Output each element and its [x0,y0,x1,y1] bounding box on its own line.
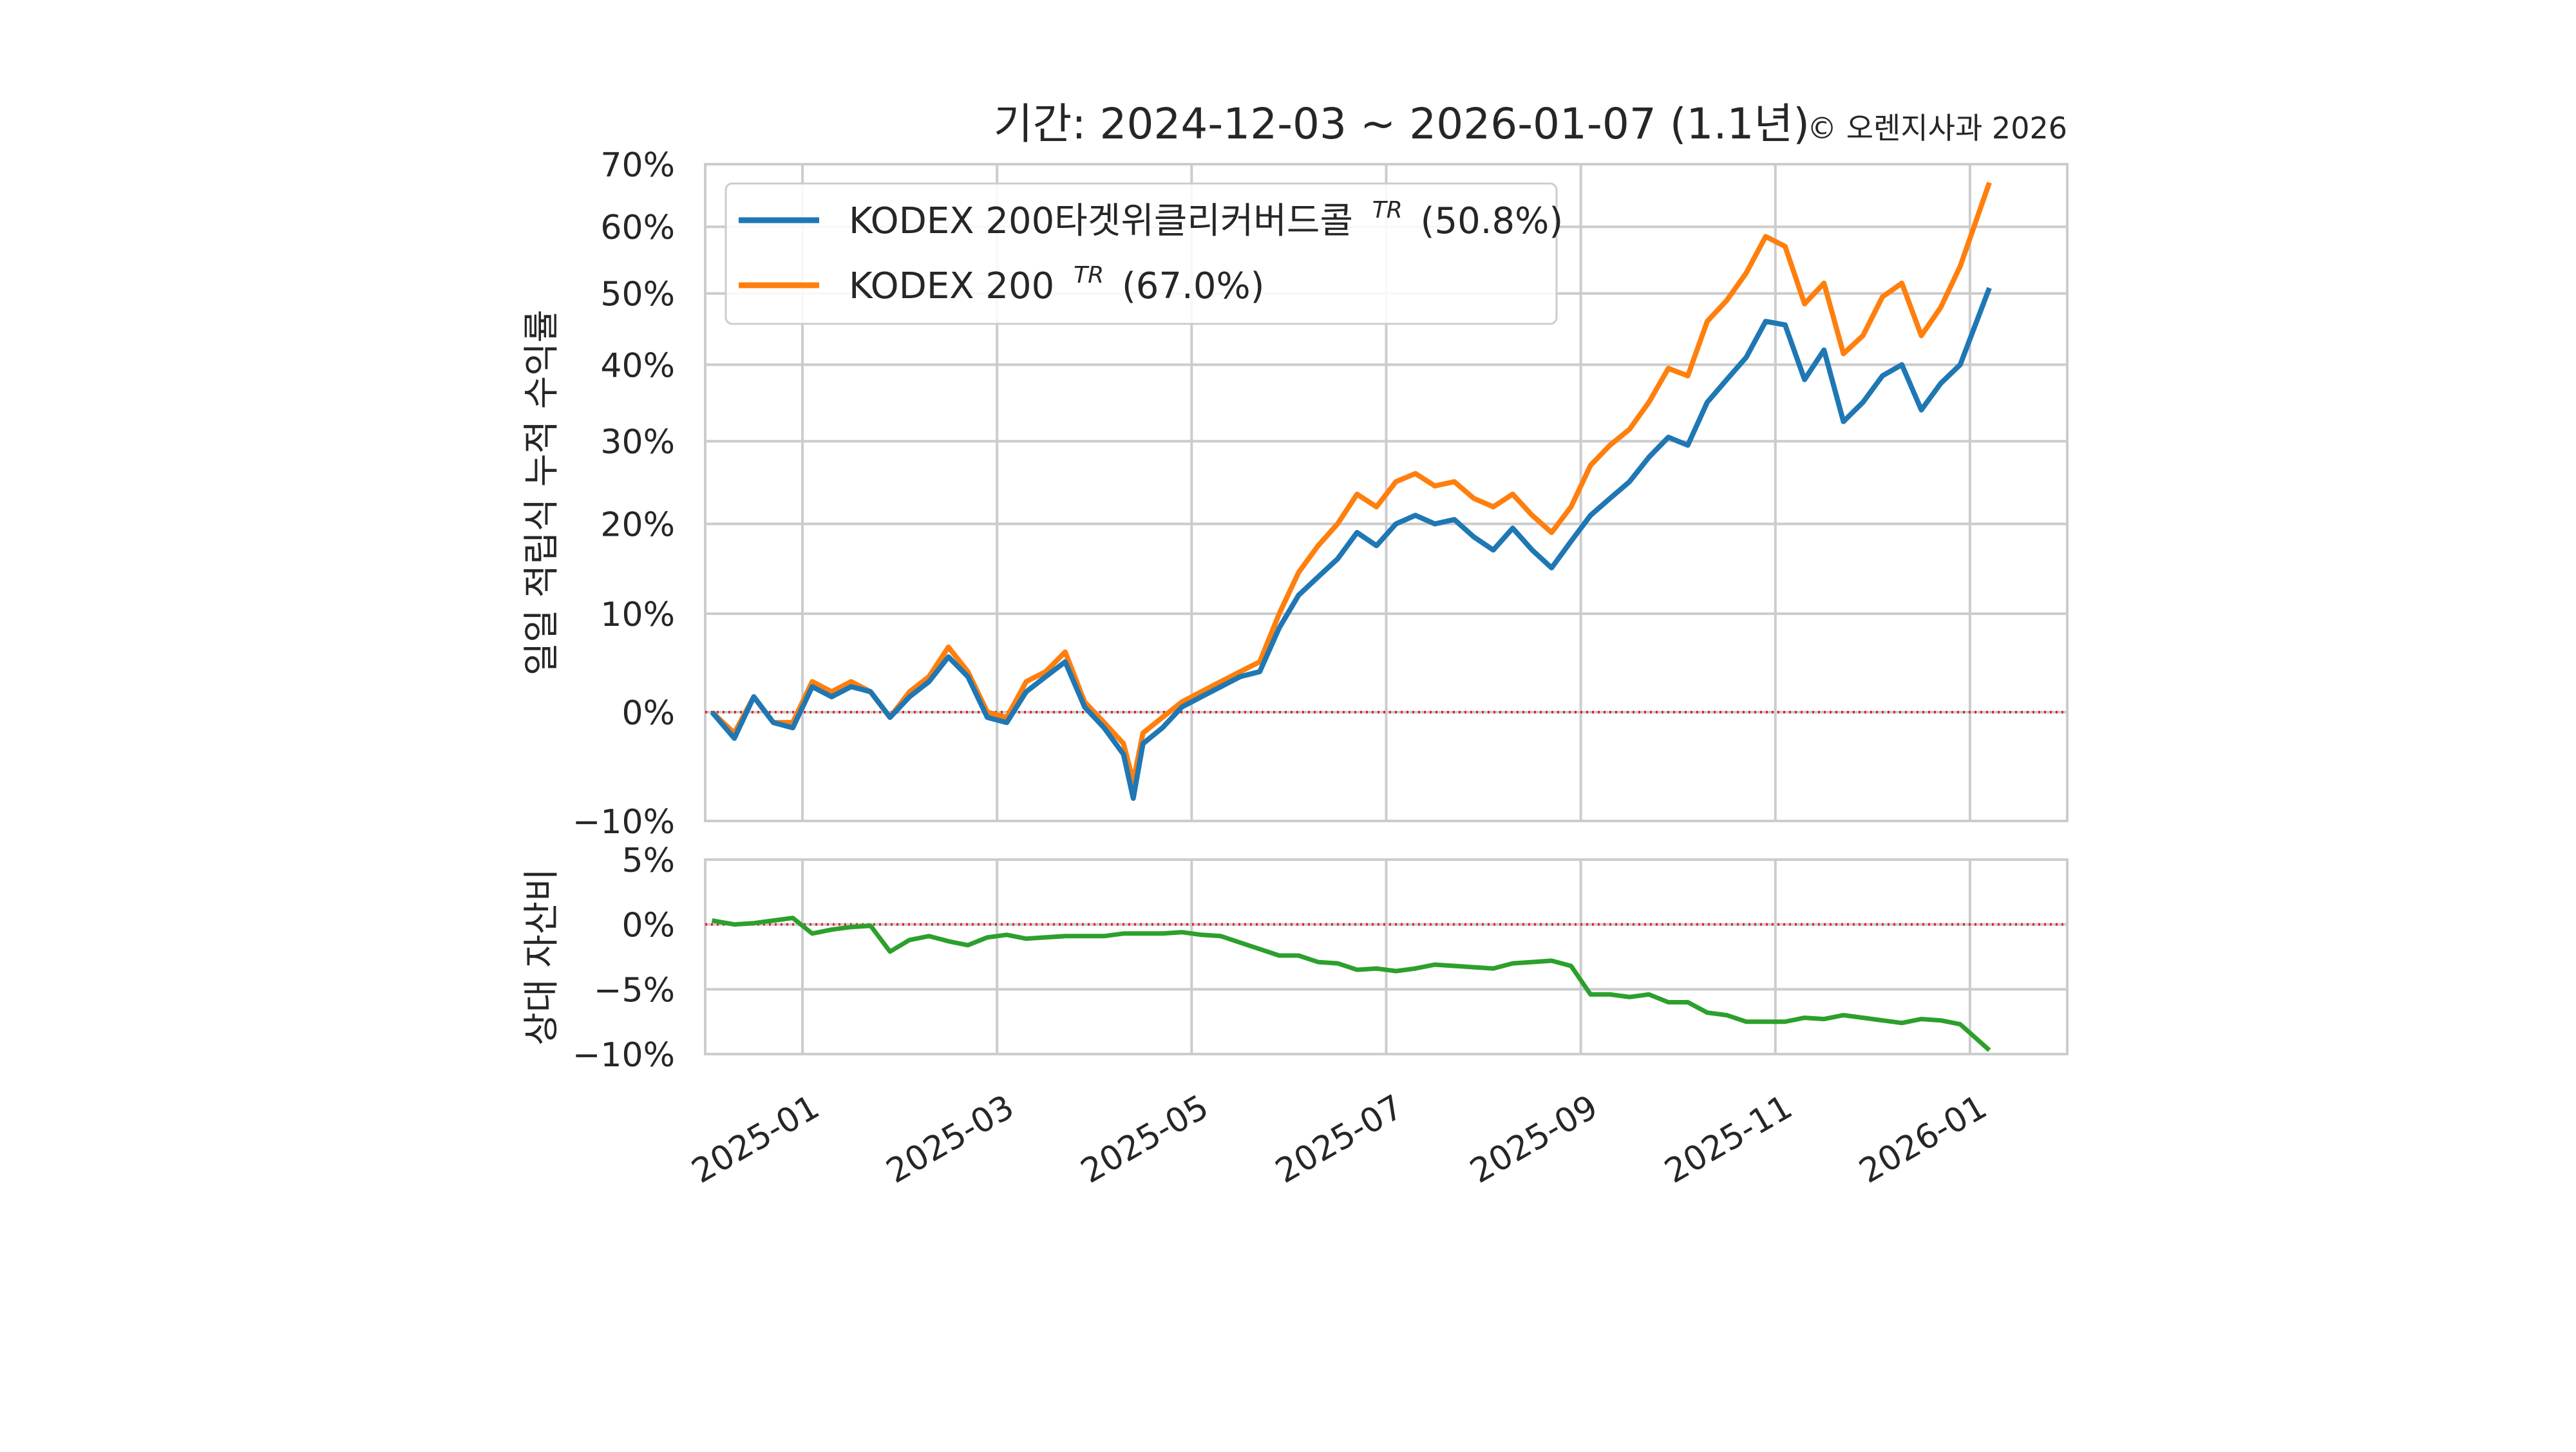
chart-credit: © 오렌지사과 2026 [1807,111,2067,146]
legend-box [724,182,1558,325]
legend-final-0: (50.8%) [1421,200,1564,242]
x-tick-label: 2025-03 [880,1088,1021,1191]
main-series-lines [710,182,1992,801]
sub-y-ticks: 5% 0% −5% −10% [573,842,675,1075]
sub-y-tick-label: −10% [573,1036,675,1075]
sub-y-tick-label: 0% [622,907,676,945]
main-y-ticks: 70% 60% 50% 40% 30% 20% 10% 0% −10% [573,146,675,842]
x-tick-label: 2026-01 [1853,1088,1993,1191]
x-tick-label: 2025-11 [1658,1088,1799,1191]
x-tick-label: 2025-01 [685,1088,826,1191]
legend-sup-1: TR [1074,262,1104,288]
x-tick-label: 2025-09 [1464,1088,1604,1191]
x-tick-label: 2025-05 [1075,1088,1215,1191]
legend-sup-0: TR [1372,197,1403,223]
main-y-tick-label: 40% [600,346,675,385]
sub-series-lines [711,916,1991,1052]
legend-label-0: KODEX 200타겟위클리커버드콜 TR (50.8%) [849,185,1563,242]
sub-y-tick-label: −5% [594,971,675,1010]
main-y-tick-label: −10% [573,803,675,842]
main-y-tick-label: 70% [600,146,675,185]
legend-name-0: KODEX 200타겟위클리커버드콜 [849,200,1353,242]
legend-final-1: (67.0%) [1122,265,1265,307]
legend-label-1: KODEX 200 TR (67.0%) [849,250,1265,307]
x-tick-label: 2025-07 [1269,1088,1410,1191]
sub-y-axis-label: 상대 자산비 [521,868,563,1045]
main-y-tick-label: 50% [600,276,675,314]
main-y-tick-label: 60% [600,209,675,247]
main-y-tick-label: 30% [600,423,675,462]
x-ticks: 2025-01 2025-03 2025-05 2025-07 2025-09 2025-… [685,1088,1993,1191]
series-line-0 [710,287,1992,801]
main-y-tick-label: 10% [600,596,675,634]
legend: KODEX 200타겟위클리커버드콜 TR (50.8%) KODEX 200 … [724,182,1563,325]
sub-y-tick-label: 5% [622,842,676,880]
relative-ratio-line [711,916,1991,1052]
chart-title: 기간: 2024-12-03 ~ 2026-01-07 (1.1년) [994,99,1810,149]
legend-name-1: KODEX 200 [849,265,1054,307]
main-y-axis-label: 일일 적립식 누적 수익률 [521,310,563,676]
series-line-1 [710,182,1992,784]
main-y-tick-label: 0% [622,694,676,733]
main-y-tick-label: 20% [600,506,675,545]
